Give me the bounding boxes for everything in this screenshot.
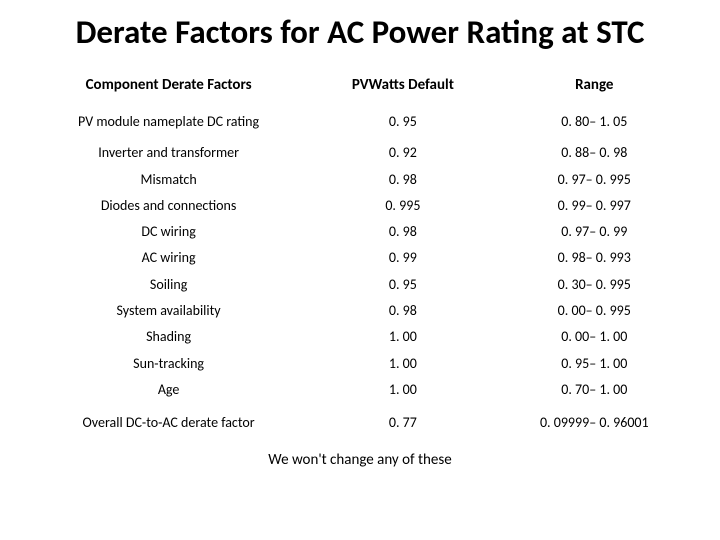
slide-title: Derate Factors for AC Power Rating at ST… xyxy=(30,14,690,52)
col-header-range: Range xyxy=(499,70,690,104)
cell-range: 0. 30– 0. 995 xyxy=(499,272,690,298)
cell-default: 0. 99 xyxy=(307,245,498,271)
table-row-summary: Overall DC-to-AC derate factor 0. 77 0. … xyxy=(30,403,690,436)
cell-range: 0. 00– 1. 00 xyxy=(499,324,690,350)
table-row: System availability 0. 98 0. 00– 0. 995 xyxy=(30,298,690,324)
cell-range: 0. 70– 1. 00 xyxy=(499,377,690,403)
table-header-row: Component Derate Factors PVWatts Default… xyxy=(30,70,690,104)
col-header-component: Component Derate Factors xyxy=(30,70,307,104)
cell-default: 0. 77 xyxy=(307,403,498,436)
cell-component: Overall DC-to-AC derate factor xyxy=(30,403,307,436)
cell-default: 0. 92 xyxy=(307,135,498,166)
derate-table: Component Derate Factors PVWatts Default… xyxy=(30,70,690,437)
cell-default: 0. 995 xyxy=(307,193,498,219)
cell-range: 0. 09999– 0. 96001 xyxy=(499,403,690,436)
table-row: AC wiring 0. 99 0. 98– 0. 993 xyxy=(30,245,690,271)
cell-component: PV module nameplate DC rating xyxy=(30,104,307,135)
cell-range: 0. 95– 1. 00 xyxy=(499,351,690,377)
cell-default: 0. 95 xyxy=(307,272,498,298)
table-row: Shading 1. 00 0. 00– 1. 00 xyxy=(30,324,690,350)
slide: Derate Factors for AC Power Rating at ST… xyxy=(0,0,720,540)
cell-component: AC wiring xyxy=(30,245,307,271)
table-row: PV module nameplate DC rating 0. 95 0. 8… xyxy=(30,104,690,135)
cell-component: Diodes and connections xyxy=(30,193,307,219)
cell-component: System availability xyxy=(30,298,307,324)
footnote: We won't change any of these xyxy=(30,451,690,469)
cell-default: 0. 98 xyxy=(307,167,498,193)
cell-range: 0. 00– 0. 995 xyxy=(499,298,690,324)
cell-component: Age xyxy=(30,377,307,403)
cell-default: 1. 00 xyxy=(307,324,498,350)
cell-default: 1. 00 xyxy=(307,351,498,377)
table-row: Diodes and connections 0. 995 0. 99– 0. … xyxy=(30,193,690,219)
cell-default: 0. 95 xyxy=(307,104,498,135)
table-body: PV module nameplate DC rating 0. 95 0. 8… xyxy=(30,104,690,437)
table-row: DC wiring 0. 98 0. 97– 0. 99 xyxy=(30,219,690,245)
table-row: Inverter and transformer 0. 92 0. 88– 0.… xyxy=(30,135,690,166)
cell-default: 1. 00 xyxy=(307,377,498,403)
table-row: Mismatch 0. 98 0. 97– 0. 995 xyxy=(30,167,690,193)
cell-range: 0. 98– 0. 993 xyxy=(499,245,690,271)
cell-range: 0. 97– 0. 99 xyxy=(499,219,690,245)
table-row: Age 1. 00 0. 70– 1. 00 xyxy=(30,377,690,403)
cell-component: Mismatch xyxy=(30,167,307,193)
cell-range: 0. 88– 0. 98 xyxy=(499,135,690,166)
col-header-default: PVWatts Default xyxy=(307,70,498,104)
cell-component: Inverter and transformer xyxy=(30,135,307,166)
cell-component: DC wiring xyxy=(30,219,307,245)
cell-component: Soiling xyxy=(30,272,307,298)
cell-component: Shading xyxy=(30,324,307,350)
cell-range: 0. 97– 0. 995 xyxy=(499,167,690,193)
cell-default: 0. 98 xyxy=(307,219,498,245)
cell-component: Sun-tracking xyxy=(30,351,307,377)
cell-default: 0. 98 xyxy=(307,298,498,324)
cell-range: 0. 99– 0. 997 xyxy=(499,193,690,219)
table-row: Soiling 0. 95 0. 30– 0. 995 xyxy=(30,272,690,298)
table-row: Sun-tracking 1. 00 0. 95– 1. 00 xyxy=(30,351,690,377)
cell-range: 0. 80– 1. 05 xyxy=(499,104,690,135)
